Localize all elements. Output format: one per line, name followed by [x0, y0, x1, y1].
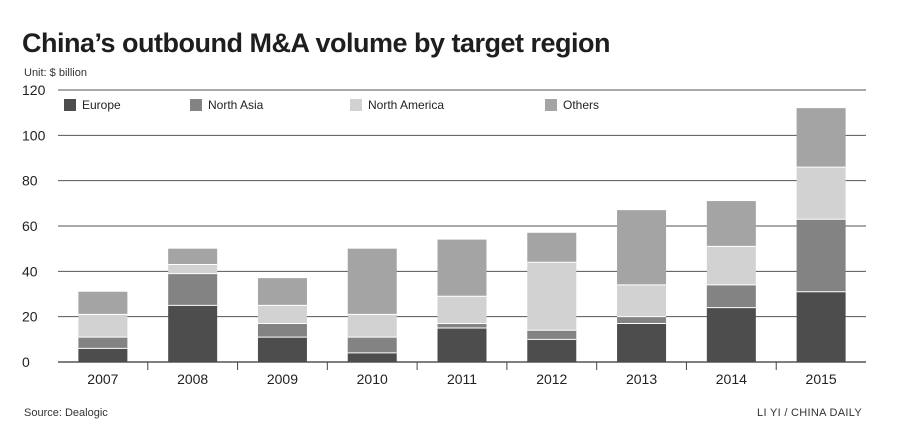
source-note: Source: Dealogic: [24, 407, 108, 419]
bar-others-2009: [257, 278, 307, 306]
bar-north-asia-2012: [527, 330, 577, 340]
bar-north-america-2008: [168, 264, 218, 274]
x-tick-label: 2010: [357, 371, 388, 387]
bar-north-america-2010: [347, 314, 397, 338]
axis: 0 20 40 60 80 100 120 2007 2008 2009 2010 2011 2012 2…: [22, 82, 837, 387]
bar-others-2008: [168, 248, 218, 265]
bar-europe-2011: [437, 328, 487, 362]
legend: Europe North Asia North America Others: [64, 98, 599, 112]
legend-label-others: Others: [563, 98, 599, 112]
y-tick-label: 60: [22, 218, 38, 234]
bar-north-america-2015: [796, 167, 846, 220]
x-tick-label: 2013: [626, 371, 657, 387]
x-tick-label: 2008: [177, 371, 208, 387]
bar-europe-2013: [617, 323, 667, 362]
bar-others-2011: [437, 239, 487, 297]
bar-others-2012: [527, 232, 577, 263]
bar-europe-2014: [706, 307, 756, 362]
bar-north-america-2013: [617, 284, 667, 317]
x-tick-label: 2012: [536, 371, 567, 387]
legend-swatch-north-america: [350, 99, 362, 111]
x-tick-label: 2011: [447, 371, 477, 387]
legend-swatch-north-asia: [190, 99, 202, 111]
y-tick-label: 20: [22, 309, 38, 325]
legend-label-north-asia: North Asia: [208, 98, 264, 112]
bar-north-america-2014: [706, 246, 756, 285]
legend-swatch-others: [545, 99, 557, 111]
bar-north-asia-2013: [617, 316, 667, 324]
bar-north-asia-2010: [347, 337, 397, 353]
bar-north-asia-2007: [78, 337, 128, 349]
bar-europe-2015: [796, 291, 846, 362]
x-tick-label: 2009: [267, 371, 298, 387]
bar-europe-2009: [257, 337, 307, 362]
bars: [78, 108, 846, 362]
bar-europe-2010: [347, 352, 397, 362]
bar-europe-2008: [168, 305, 218, 362]
bar-europe-2012: [527, 339, 577, 362]
bar-others-2014: [706, 201, 756, 247]
y-tick-label: 100: [22, 127, 46, 143]
legend-label-north-america: North America: [368, 98, 444, 112]
chart-title: China’s outbound M&A volume by target re…: [22, 28, 611, 58]
y-tick-label: 40: [22, 263, 38, 279]
bar-north-asia-2008: [168, 273, 218, 306]
y-tick-label: 80: [22, 173, 38, 189]
bar-north-america-2012: [527, 262, 577, 331]
bar-north-asia-2015: [796, 219, 846, 292]
unit-note: Unit: $ billion: [24, 67, 87, 79]
y-tick-label: 120: [22, 82, 46, 98]
legend-swatch-europe: [64, 99, 76, 111]
bar-north-asia-2011: [437, 323, 487, 328]
bar-north-america-2011: [437, 296, 487, 324]
bar-north-asia-2009: [257, 323, 307, 338]
bar-north-asia-2014: [706, 284, 756, 308]
bar-north-america-2007: [78, 314, 128, 338]
bar-others-2010: [347, 248, 397, 315]
bar-others-2013: [617, 210, 667, 285]
x-tick-label: 2014: [716, 371, 747, 387]
bar-others-2007: [78, 291, 128, 315]
bar-europe-2007: [78, 348, 128, 362]
x-tick-label: 2007: [87, 371, 118, 387]
y-tick-label: 0: [22, 354, 30, 370]
credit-note: LI YI / CHINA DAILY: [757, 407, 862, 419]
legend-label-europe: Europe: [82, 98, 121, 112]
x-tick-label: 2015: [806, 371, 837, 387]
bar-north-america-2009: [257, 305, 307, 324]
bar-others-2015: [796, 108, 846, 168]
